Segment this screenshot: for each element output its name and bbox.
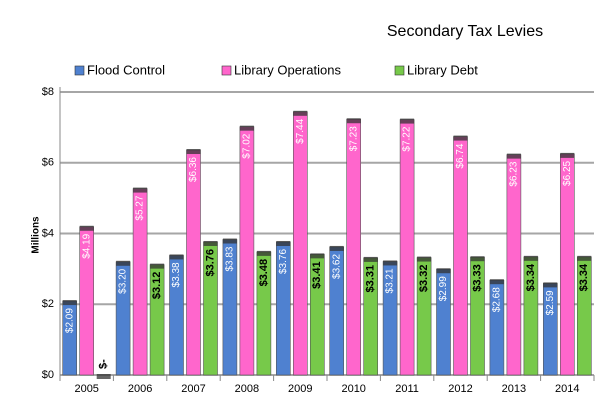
bar (346, 118, 362, 376)
value-label: $7.44 (295, 118, 306, 143)
bar-cap (256, 250, 271, 256)
bar-cap (506, 153, 521, 159)
x-tick-label: 2013 (502, 383, 526, 395)
value-label: $7.23 (348, 126, 359, 151)
y-tick-label: $4 (42, 227, 54, 239)
value-label: $3.20 (118, 268, 129, 293)
bar (453, 136, 468, 376)
bar-cap (470, 256, 485, 262)
legend-swatch (74, 65, 85, 76)
value-label: $2.99 (438, 276, 449, 301)
value-label: $3.41 (311, 261, 323, 289)
bar-cap (79, 225, 94, 231)
value-label: $7.02 (242, 133, 253, 158)
chart-title: Secondary Tax Levies (387, 23, 543, 40)
bar (399, 119, 415, 376)
bar (239, 126, 255, 376)
y-tick-label: $8 (42, 86, 54, 98)
value-label: $7.22 (402, 126, 413, 151)
bar-cap (169, 254, 184, 260)
bar-cap (400, 118, 415, 124)
x-tick-label: 2008 (235, 383, 259, 395)
value-label: $2.68 (492, 287, 503, 312)
bar-cap (96, 374, 111, 379)
bar-cap (560, 152, 575, 158)
value-label: $6.36 (188, 157, 199, 182)
value-label: $3.34 (578, 263, 590, 291)
bar (506, 154, 522, 376)
legend-swatch (394, 65, 405, 76)
bar-cap (222, 238, 237, 244)
value-label: $6.23 (509, 161, 520, 186)
value-label: $5.27 (135, 195, 146, 220)
bar-cap (203, 240, 218, 246)
bar (186, 149, 201, 376)
value-label: $3.48 (258, 259, 270, 287)
bar-cap (329, 245, 344, 251)
bar-cap (436, 268, 451, 274)
x-tick-label: 2007 (181, 383, 205, 395)
bar-cap (116, 260, 131, 266)
value-label: $3.33 (471, 264, 483, 292)
bar-cap (543, 282, 558, 288)
value-label: $3.76 (204, 249, 216, 277)
x-tick-label: 2012 (448, 383, 472, 395)
y-tick-label: $0 (42, 369, 54, 381)
value-label: $2.09 (64, 308, 75, 333)
value-label: $4.19 (81, 233, 92, 258)
y-axis-title: Millions (31, 216, 42, 254)
value-label: $3.83 (225, 246, 236, 271)
value-label: $2.59 (545, 290, 556, 315)
bar-cap (417, 256, 432, 262)
bar-cap (523, 255, 538, 261)
x-tick-label: 2010 (341, 383, 365, 395)
value-label: $3.32 (418, 265, 430, 293)
bar-cap (133, 187, 148, 193)
value-label: $6.25 (562, 160, 573, 185)
legend-label: Flood Control (87, 62, 165, 77)
value-label: $3.31 (365, 265, 377, 293)
x-tick-label: 2006 (128, 383, 152, 395)
value-label: $3.12 (151, 272, 163, 300)
bar-cap (62, 300, 77, 306)
value-label: $- (98, 359, 110, 369)
value-label: $6.74 (455, 143, 466, 168)
bar-cap (293, 110, 308, 116)
value-label: $3.38 (171, 262, 182, 287)
y-tick-label: $6 (42, 157, 54, 169)
bar (292, 111, 308, 376)
bar (559, 153, 575, 376)
bar-cap (310, 253, 325, 259)
value-label: $3.34 (525, 263, 537, 291)
bar-cap (453, 135, 468, 141)
bar-cap (363, 256, 378, 262)
value-label: $3.21 (385, 268, 396, 293)
x-tick-label: 2005 (74, 383, 98, 395)
bar-cap (150, 263, 165, 269)
legend-label: Library Debt (407, 62, 478, 77)
x-tick-label: 2011 (395, 383, 419, 395)
value-label: $3.62 (331, 254, 342, 279)
bar-cap (186, 149, 201, 155)
bar-cap (577, 255, 592, 261)
legend-label: Library Operations (234, 62, 341, 77)
bar-cap (383, 260, 398, 266)
legend-swatch (221, 65, 232, 76)
bar-cap (489, 279, 504, 285)
bar-cap (346, 118, 361, 124)
x-tick-label: 2009 (288, 383, 312, 395)
bar-cap (239, 125, 254, 131)
bar-cap (276, 240, 291, 246)
y-tick-label: $2 (42, 298, 54, 310)
value-label: $3.76 (278, 249, 289, 274)
x-tick-label: 2014 (555, 383, 579, 395)
